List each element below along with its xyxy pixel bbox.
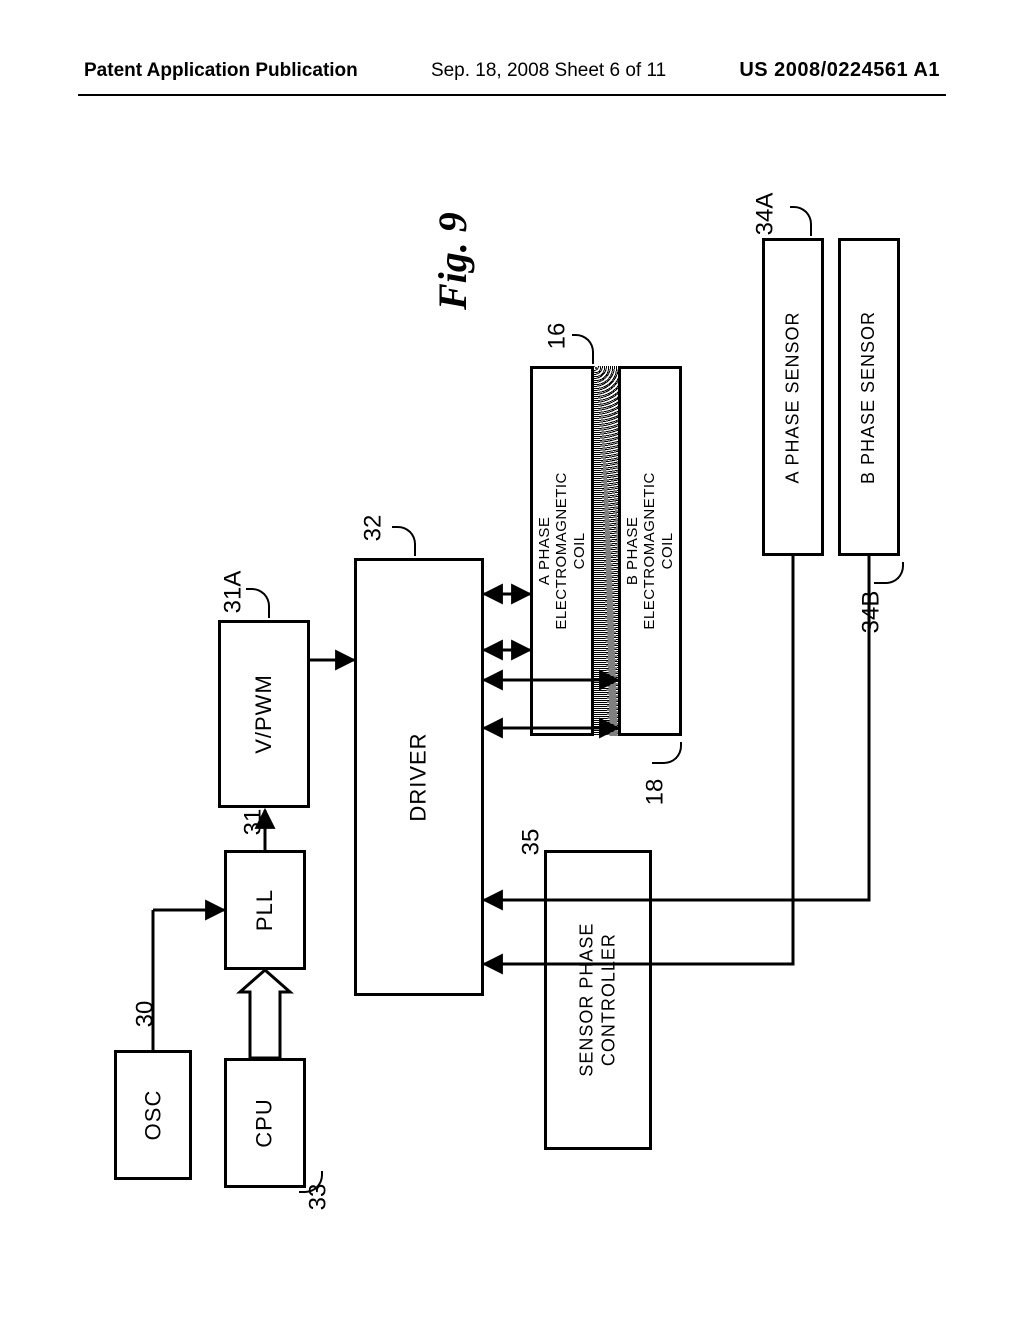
header-mid: Sep. 18, 2008 Sheet 6 of 11 — [431, 61, 666, 80]
header-rule — [78, 94, 946, 96]
page-header: Patent Application Publication Sep. 18, … — [0, 60, 1024, 80]
header-right: US 2008/0224561 A1 — [739, 60, 940, 80]
wires — [90, 180, 910, 1220]
header-left: Patent Application Publication — [84, 61, 358, 80]
block-diagram: OSC 30 PLL 31 V/PWM 31A CPU 33 DRIVER 32… — [90, 180, 910, 1220]
